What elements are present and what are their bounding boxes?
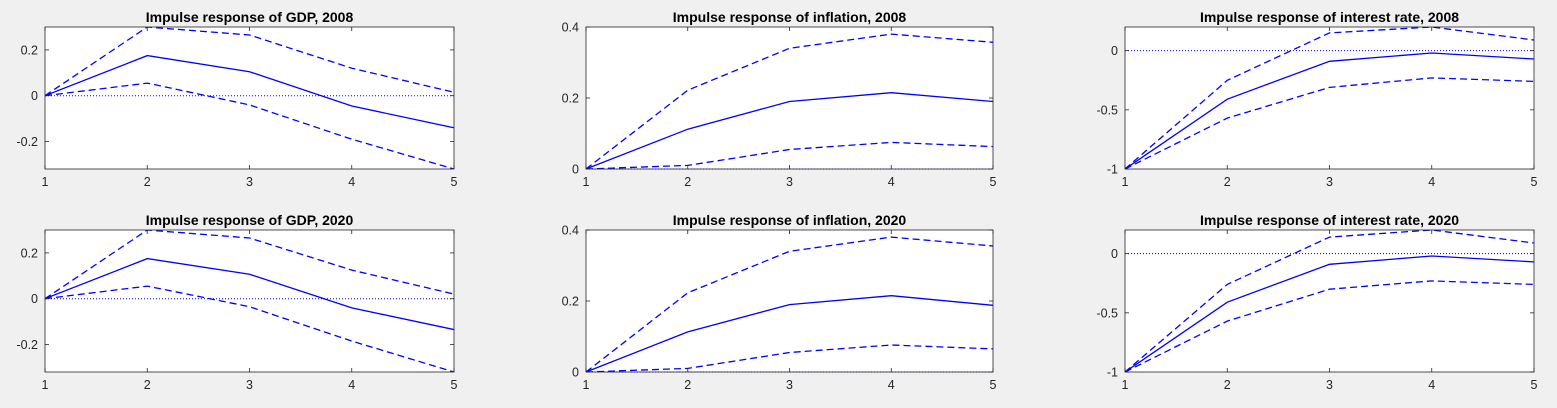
y-tick-label: -1 [1107, 163, 1118, 177]
panel-gdp-2008: 1 2 3 4 5 0.2 0 -0.2 Impulse response of GDP, 20… [16, 9, 457, 189]
chart-title: Impulse response of inflation, 2008 [673, 9, 907, 25]
y-tick-label: 0 [1111, 247, 1118, 261]
y-tick-label: 0 [1111, 44, 1118, 58]
upper-bound-line [45, 27, 454, 97]
lower-bound-line [45, 82, 454, 169]
x-tick-label: 1 [42, 378, 49, 392]
y-tick-label: -0.2 [16, 338, 38, 352]
y-tick-label: 0 [572, 163, 579, 177]
chart-title: Impulse response of interest rate, 2020 [1200, 212, 1459, 228]
axes-background [45, 230, 454, 372]
panel-inflation-2020: 1 2 3 4 5 0.4 0.2 0 Impulse response of inflatio… [562, 212, 997, 392]
upper-bound-line [1125, 230, 1534, 372]
x-tick-label: 3 [1326, 378, 1333, 392]
y-tick-label: 0.4 [562, 21, 579, 35]
response-line [1125, 52, 1534, 169]
x-tick-label: 4 [1428, 175, 1435, 189]
y-tick-label: -0.5 [1096, 103, 1118, 117]
panel-interest-rate-2020: 1 2 3 4 5 0 -0.5 -1 Impulse response of interest… [1096, 212, 1537, 392]
x-tick-label: 2 [1224, 378, 1231, 392]
x-tick-label: 2 [144, 175, 151, 189]
x-tick-label: 1 [1122, 175, 1129, 189]
y-tick-label: -0.2 [16, 135, 38, 149]
lower-bound-line [45, 285, 454, 372]
response-line [586, 295, 993, 372]
x-tick-label: 5 [990, 378, 997, 392]
x-tick-label: 2 [1224, 175, 1231, 189]
axes-background [45, 27, 454, 169]
x-tick-label: 1 [42, 175, 49, 189]
axes-background [1125, 27, 1534, 169]
x-tick-label: 4 [888, 378, 895, 392]
upper-bound-line [586, 236, 993, 372]
x-tick-label: 2 [684, 378, 691, 392]
x-tick-label: 5 [990, 175, 997, 189]
y-tick-label: 0 [572, 366, 579, 380]
response-line [1125, 255, 1534, 372]
y-tick-label: 0.4 [562, 224, 579, 238]
x-tick-label: 2 [684, 175, 691, 189]
y-tick-label: 0.2 [21, 43, 38, 57]
x-tick-label: 4 [888, 175, 895, 189]
chart-title: Impulse response of inflation, 2020 [673, 212, 907, 228]
x-tick-label: 4 [348, 378, 355, 392]
x-tick-label: 5 [451, 175, 458, 189]
axes-background [1125, 230, 1534, 372]
panel-gdp-2020: 1 2 3 4 5 0.2 0 -0.2 Impulse response of GDP, 20… [16, 212, 457, 392]
upper-bound-line [45, 230, 454, 300]
response-line [45, 54, 454, 129]
x-tick-label: 1 [583, 175, 590, 189]
response-line [586, 92, 993, 169]
y-tick-label: -0.5 [1096, 306, 1118, 320]
chart-title: Impulse response of GDP, 2020 [146, 212, 354, 228]
upper-bound-line [1125, 27, 1534, 169]
x-tick-label: 5 [1531, 378, 1538, 392]
panel-inflation-2008: 1 2 3 4 5 0.4 0.2 0 Impulse response of inflatio… [562, 9, 997, 189]
upper-bound-line [586, 33, 993, 169]
x-tick-label: 3 [786, 378, 793, 392]
lower-bound-line [586, 344, 993, 372]
x-tick-label: 1 [1122, 378, 1129, 392]
panel-interest-rate-2008: 1 2 3 4 5 0 -0.5 -1 Impulse response of interest… [1096, 9, 1537, 189]
y-tick-label: 0 [31, 89, 38, 103]
y-tick-label: -1 [1107, 366, 1118, 380]
x-tick-label: 2 [144, 378, 151, 392]
x-tick-label: 5 [451, 378, 458, 392]
x-tick-label: 3 [1326, 175, 1333, 189]
x-tick-label: 3 [246, 378, 253, 392]
x-tick-label: 5 [1531, 175, 1538, 189]
lower-bound-line [1125, 280, 1534, 372]
y-tick-label: 0.2 [21, 246, 38, 260]
y-tick-label: 0.2 [562, 92, 579, 106]
y-tick-label: 0.2 [562, 295, 579, 309]
x-tick-label: 1 [583, 378, 590, 392]
chart-title: Impulse response of interest rate, 2008 [1200, 9, 1459, 25]
lower-bound-line [586, 141, 993, 169]
x-tick-label: 3 [246, 175, 253, 189]
y-tick-label: 0 [31, 292, 38, 306]
response-line [45, 257, 454, 331]
axes-background [586, 230, 993, 372]
axes-background [586, 27, 993, 169]
lower-bound-line [1125, 77, 1534, 169]
chart-title: Impulse response of GDP, 2008 [146, 9, 354, 25]
x-tick-label: 4 [1428, 378, 1435, 392]
x-tick-label: 3 [786, 175, 793, 189]
x-tick-label: 4 [348, 175, 355, 189]
